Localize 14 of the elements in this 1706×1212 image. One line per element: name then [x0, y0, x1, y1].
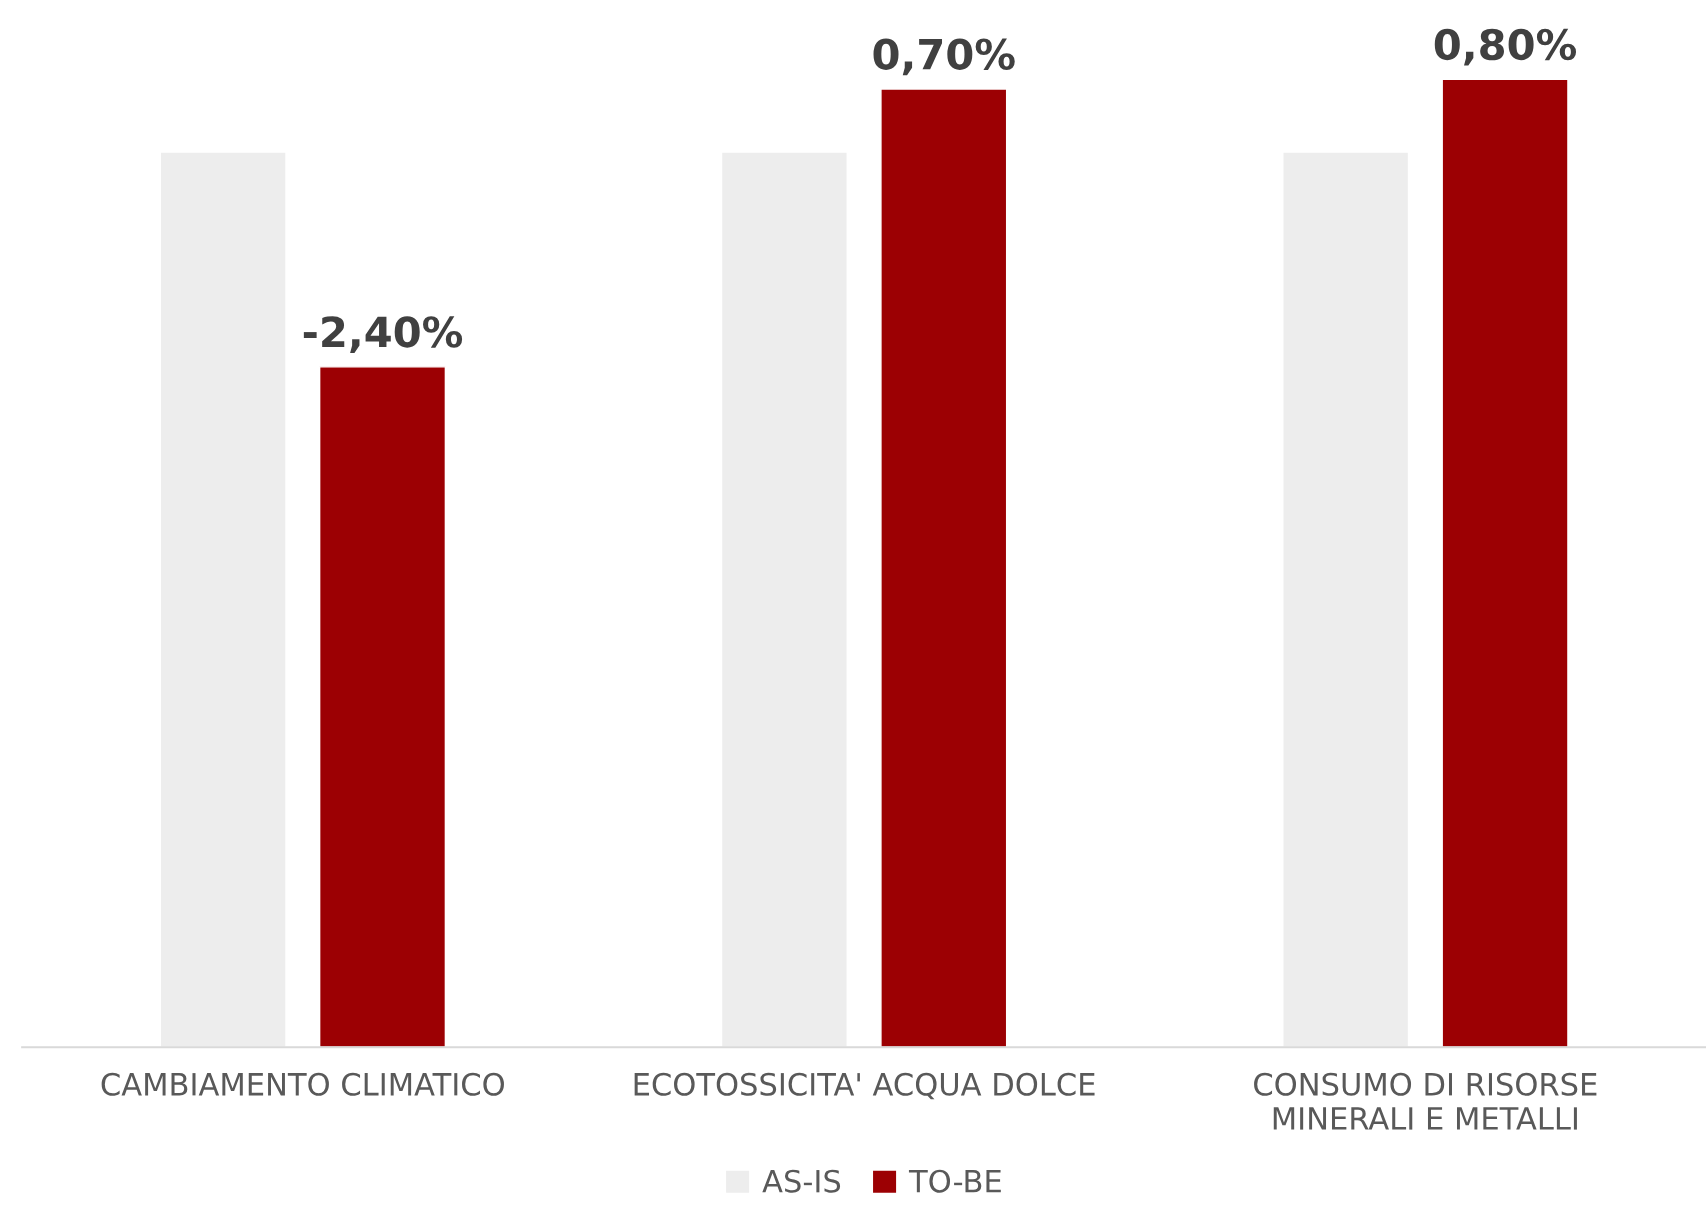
bar	[1441, 78, 1569, 1048]
x-tick-label: CONSUMO DI RISORSE MINERALI E METALLI	[1254, 1072, 1597, 1130]
x-tick-label: CAMBIAMENTO CLIMATICO	[101, 1072, 504, 1096]
bar	[318, 366, 447, 1048]
bar	[720, 151, 848, 1048]
legend-label: AS-IS	[762, 1169, 841, 1193]
legend-label: TO-BE	[908, 1169, 1001, 1193]
x-tick-label: ECOTOSSICITA' ACQUA DOLCE	[634, 1072, 1095, 1100]
bar	[880, 88, 1008, 1048]
bar	[159, 151, 287, 1048]
bar	[1282, 151, 1410, 1048]
text: 0,70%	[873, 38, 1015, 76]
annotation: -2,40%	[303, 316, 463, 353]
text: 0,80%	[1434, 28, 1577, 66]
